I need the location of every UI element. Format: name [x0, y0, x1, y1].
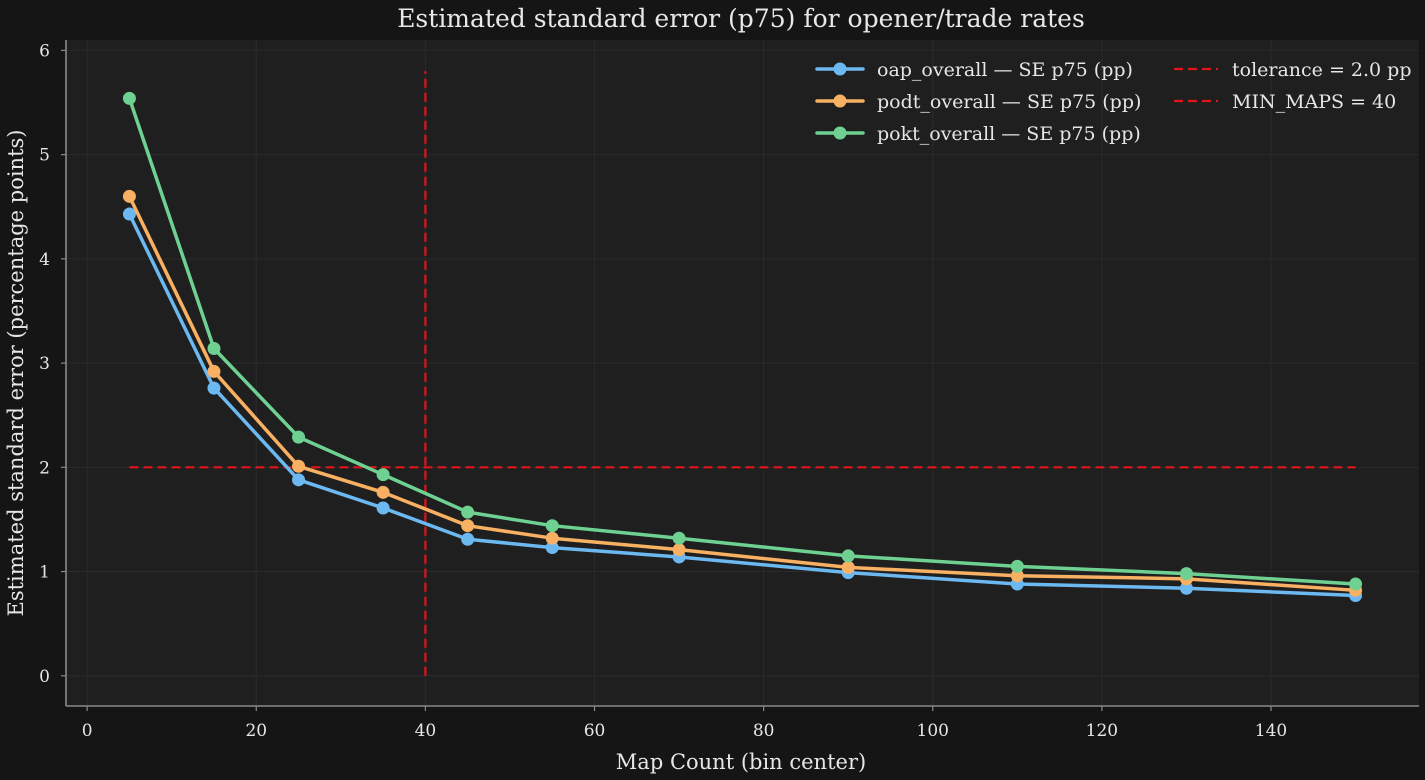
x-axis-ticks: 0 20 40 60 80 100 120 140: [82, 706, 1287, 741]
y-tick-label: 6: [39, 41, 50, 61]
data-point: [1010, 569, 1024, 583]
plot-area: [66, 40, 1419, 706]
data-point: [672, 543, 686, 557]
x-tick-label: 0: [82, 721, 93, 741]
data-point: [1179, 581, 1193, 595]
data-point: [545, 519, 559, 533]
data-point: [461, 505, 475, 519]
data-point: [122, 91, 136, 105]
data-point: [461, 532, 475, 546]
data-point: [207, 342, 221, 356]
y-axis-label: Estimated standard error (percentage poi…: [4, 130, 28, 617]
series-2: [122, 91, 1363, 591]
data-series: [122, 91, 1363, 603]
data-point: [122, 207, 136, 221]
x-tick-label: 20: [245, 721, 267, 741]
data-point: [376, 468, 390, 482]
data-point: [841, 560, 855, 574]
data-point: [841, 549, 855, 563]
legend-swatch-marker: [833, 126, 847, 140]
data-point: [1179, 567, 1193, 581]
data-point: [292, 473, 306, 487]
data-point: [292, 459, 306, 473]
x-tick-label: 80: [753, 721, 775, 741]
data-point: [376, 501, 390, 515]
chart-title: Estimated standard error (p75) for opene…: [397, 4, 1085, 33]
data-point: [376, 485, 390, 499]
x-tick-label: 140: [1255, 721, 1287, 741]
data-point: [1010, 559, 1024, 573]
legend-label: pokt_overall — SE p75 (pp): [877, 123, 1141, 145]
legend-swatch-marker: [833, 62, 847, 76]
data-point: [672, 531, 686, 545]
legend-label: tolerance = 2.0 pp: [1232, 59, 1412, 81]
data-point: [1349, 577, 1363, 591]
y-tick-label: 4: [39, 250, 50, 270]
reference-lines: [129, 71, 1356, 676]
data-point: [545, 541, 559, 555]
x-axis-label: Map Count (bin center): [616, 750, 866, 774]
x-tick-label: 120: [1086, 721, 1118, 741]
data-point: [545, 531, 559, 545]
legend: oap_overall — SE p75 (pp) podt_overall — …: [815, 59, 1412, 145]
legend-label: oap_overall — SE p75 (pp): [877, 59, 1133, 81]
legend-label: MIN_MAPS = 40: [1232, 91, 1396, 113]
x-tick-label: 40: [415, 721, 437, 741]
y-tick-label: 5: [39, 146, 50, 166]
x-tick-label: 60: [584, 721, 606, 741]
data-point: [122, 189, 136, 203]
y-tick-label: 2: [39, 458, 50, 478]
data-point: [207, 364, 221, 378]
legend-label: podt_overall — SE p75 (pp): [877, 91, 1141, 113]
y-tick-label: 3: [39, 354, 50, 374]
legend-swatch-marker: [833, 94, 847, 108]
data-point: [461, 519, 475, 533]
y-tick-label: 1: [39, 563, 50, 583]
data-point: [207, 381, 221, 395]
y-axis-ticks: 0 1 2 3 4 5 6: [39, 41, 66, 687]
x-tick-label: 100: [917, 721, 949, 741]
data-point: [292, 430, 306, 444]
y-tick-label: 0: [39, 667, 50, 687]
